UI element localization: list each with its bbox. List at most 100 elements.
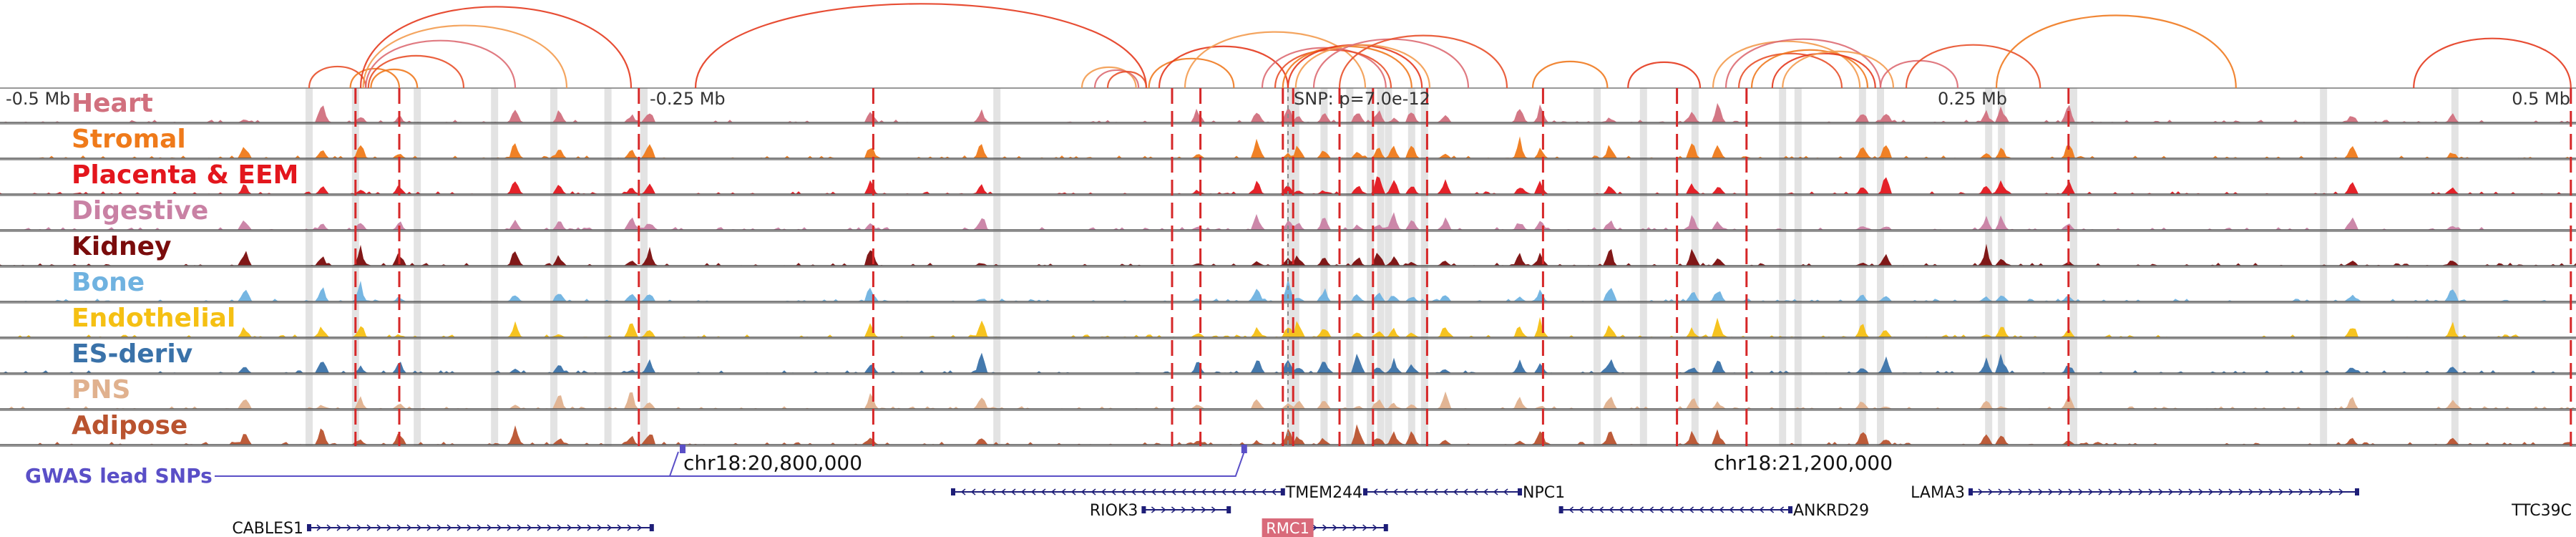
strand-arrow [1699, 506, 1704, 513]
relative-tick-label: -0.25 Mb [650, 89, 726, 109]
strand-arrow [1483, 488, 1488, 495]
strand-arrow [2048, 488, 2054, 495]
strand-arrow [1161, 506, 1166, 513]
strand-arrow [1201, 488, 1206, 495]
loop-arc [1771, 52, 1876, 89]
strand-arrow [1769, 506, 1775, 513]
strand-arrow [557, 524, 562, 531]
strand-arrow [517, 524, 522, 531]
strand-arrow [2228, 488, 2234, 495]
track-signal-6 [0, 316, 2576, 337]
strand-arrow [1493, 488, 1498, 495]
strand-arrow [1998, 488, 2004, 495]
gwas-label: GWAS lead SNPs [25, 464, 213, 488]
strand-arrow [2278, 488, 2284, 495]
gene-label: LAMA3 [1911, 484, 1965, 502]
loop-arc [1750, 49, 1869, 89]
strand-arrow [637, 524, 643, 531]
gene-exon [1383, 524, 1388, 531]
strand-arrow [1669, 506, 1674, 513]
gene-annotation-track: TMEM244 NPC1 LAMA3 RIOK3 ANKRD29 TTC39C RMC1 CA… [232, 484, 2572, 537]
strand-arrow [2078, 488, 2084, 495]
gene-exon [1558, 506, 1563, 513]
snp-label: SNP: p=7.0e-12 [1294, 89, 1430, 109]
strand-arrow [1271, 488, 1277, 495]
genomic-tick-label: chr18:20,800,000 [683, 451, 862, 475]
track-label: ES-deriv [72, 339, 192, 369]
strand-arrow [487, 524, 492, 531]
track-signal-1 [0, 136, 2576, 158]
chromatin-loop-arcs [308, 3, 2572, 89]
loop-arc [359, 6, 633, 89]
strand-arrow [2258, 488, 2264, 495]
gene-exon [1363, 488, 1367, 495]
strand-arrow [1433, 488, 1438, 495]
strand-arrow [1443, 488, 1448, 495]
strand-arrow [1091, 488, 1096, 495]
strand-arrow [2158, 488, 2164, 495]
loop-arc [349, 67, 401, 89]
strand-arrow [1413, 488, 1418, 495]
strand-arrow [2208, 488, 2214, 495]
strand-arrow [457, 524, 462, 531]
strand-arrow [1251, 488, 1257, 495]
loop-arc [1274, 49, 1392, 89]
strand-arrow [1181, 488, 1186, 495]
strand-arrow [1161, 488, 1166, 495]
track-label: Adipose [72, 411, 187, 440]
strand-arrow [1362, 524, 1367, 531]
strand-arrow [2268, 488, 2274, 495]
loop-arc [1724, 38, 1882, 89]
strand-arrow [426, 524, 432, 531]
gene-label: CABLES1 [232, 520, 303, 537]
strand-arrow [1609, 506, 1614, 513]
strand-arrow [1679, 506, 1684, 513]
strand-arrow [2318, 488, 2324, 495]
strand-arrow [1181, 506, 1186, 513]
track-label: Stromal [72, 125, 186, 154]
strand-arrow [2028, 488, 2034, 495]
gene-label: RIOK3 [1090, 502, 1138, 520]
strand-arrow [577, 524, 582, 531]
strand-arrow [2148, 488, 2154, 495]
strand-arrow [1171, 506, 1176, 513]
gwas-snp-marker [1241, 445, 1247, 453]
track-label: Heart [72, 89, 153, 118]
gene-exon [307, 524, 311, 531]
strand-arrow [436, 524, 442, 531]
strand-arrow [1261, 488, 1267, 495]
strand-arrow [507, 524, 512, 531]
strand-arrow [1211, 506, 1216, 513]
strand-arrow [366, 524, 372, 531]
strand-arrow [2188, 488, 2194, 495]
loop-arc [1184, 31, 1367, 89]
strand-arrow [2098, 488, 2104, 495]
gwas-lead-snps: GWAS lead SNPs [25, 445, 1247, 488]
strand-arrow [386, 524, 392, 531]
gene-exon [951, 488, 955, 495]
gene-exon [1968, 488, 1973, 495]
strand-arrow [1649, 506, 1654, 513]
gene-label: TTC39C [2511, 502, 2572, 520]
strand-arrow [1473, 488, 1478, 495]
strand-arrow [1629, 506, 1634, 513]
strand-arrow [497, 524, 502, 531]
strand-arrow [1599, 506, 1604, 513]
gene-exon [649, 524, 654, 531]
strand-arrow [2108, 488, 2114, 495]
strand-arrow [2088, 488, 2094, 495]
coordinate-axis: -0.5 Mb -0.25 Mb 0.25 Mb 0.5 Mb SNP: p=7.0e-… [6, 88, 2570, 475]
strand-arrow [2198, 488, 2204, 495]
strand-arrow [316, 524, 322, 531]
strand-arrow [1040, 488, 1046, 495]
strand-arrow [1141, 488, 1146, 495]
gene-exon [1141, 506, 1146, 513]
strand-arrow [2168, 488, 2174, 495]
strand-arrow [1020, 488, 1026, 495]
gene-label: ANKRD29 [1793, 502, 1869, 520]
gene-exon [1788, 506, 1792, 513]
strand-arrow [2008, 488, 2014, 495]
strand-arrow [1201, 506, 1206, 513]
strand-arrow [1111, 488, 1116, 495]
